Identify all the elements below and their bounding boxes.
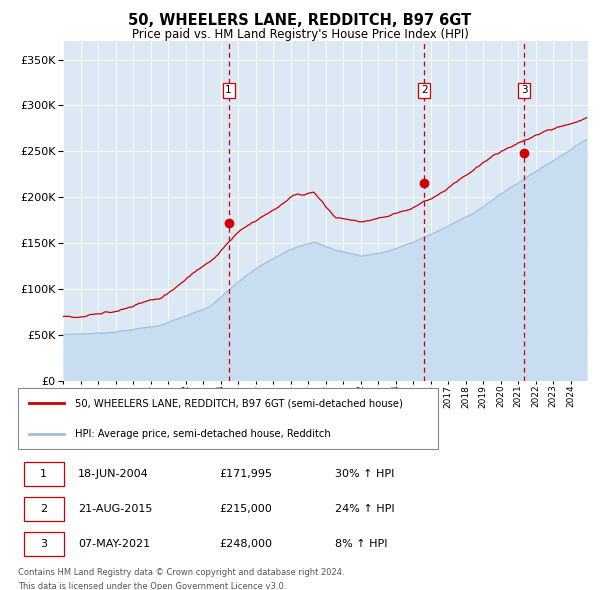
Text: 21-AUG-2015: 21-AUG-2015 — [78, 504, 152, 514]
Text: Contains HM Land Registry data © Crown copyright and database right 2024.: Contains HM Land Registry data © Crown c… — [18, 568, 344, 578]
Text: £215,000: £215,000 — [220, 504, 272, 514]
Text: 30% ↑ HPI: 30% ↑ HPI — [335, 469, 394, 479]
Bar — [23, 497, 64, 521]
Text: 50, WHEELERS LANE, REDDITCH, B97 6GT: 50, WHEELERS LANE, REDDITCH, B97 6GT — [128, 13, 472, 28]
Text: Price paid vs. HM Land Registry's House Price Index (HPI): Price paid vs. HM Land Registry's House … — [131, 28, 469, 41]
Text: HPI: Average price, semi-detached house, Redditch: HPI: Average price, semi-detached house,… — [76, 428, 331, 438]
Text: 24% ↑ HPI: 24% ↑ HPI — [335, 504, 394, 514]
Bar — [23, 532, 64, 556]
Text: 8% ↑ HPI: 8% ↑ HPI — [335, 539, 387, 549]
Text: 18-JUN-2004: 18-JUN-2004 — [78, 469, 149, 479]
Text: 2: 2 — [421, 85, 427, 95]
Text: This data is licensed under the Open Government Licence v3.0.: This data is licensed under the Open Gov… — [18, 582, 286, 590]
Bar — [23, 462, 64, 486]
Text: 50, WHEELERS LANE, REDDITCH, B97 6GT (semi-detached house): 50, WHEELERS LANE, REDDITCH, B97 6GT (se… — [76, 398, 403, 408]
Text: £171,995: £171,995 — [220, 469, 272, 479]
Text: 1: 1 — [225, 85, 232, 95]
Text: 07-MAY-2021: 07-MAY-2021 — [78, 539, 151, 549]
Text: 1: 1 — [40, 469, 47, 479]
Bar — [18, 388, 438, 449]
Text: 3: 3 — [40, 539, 47, 549]
Text: 2: 2 — [40, 504, 47, 514]
Text: £248,000: £248,000 — [220, 539, 272, 549]
Text: 3: 3 — [521, 85, 527, 95]
